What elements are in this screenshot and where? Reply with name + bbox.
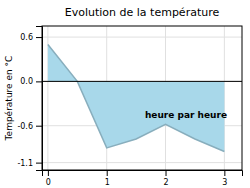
axis-line bbox=[36, 27, 43, 171]
x-label: heure par heure bbox=[145, 110, 227, 120]
tick-label: 1 bbox=[105, 178, 110, 187]
tick-mark bbox=[107, 170, 108, 176]
tick-label: 0 bbox=[46, 178, 51, 187]
tick-mark bbox=[36, 163, 42, 164]
tick: 0.0 bbox=[20, 77, 42, 86]
tick-label: -1.1 bbox=[17, 159, 33, 168]
grid-line bbox=[42, 37, 242, 38]
x-axis: 0 1 2 3 bbox=[43, 170, 243, 187]
tick: -0.6 bbox=[17, 122, 42, 131]
tick-label: 3 bbox=[222, 178, 227, 187]
grid bbox=[42, 26, 242, 170]
plot: 0 1 2 3 -1.1 -0.6 0.0 0.6 heure par heure bbox=[17, 26, 242, 187]
tick-label: 0.6 bbox=[20, 33, 33, 42]
tick-mark bbox=[36, 81, 42, 82]
tick-label: -0.6 bbox=[17, 122, 33, 131]
tick: 0 bbox=[46, 170, 51, 187]
chart: 0 1 2 3 -1.1 -0.6 0.0 0.6 heure par heure Evoluti… bbox=[0, 0, 250, 188]
y-axis: -1.1 -0.6 0.0 0.6 bbox=[17, 27, 42, 171]
tick-mark bbox=[166, 170, 167, 176]
tick-mark bbox=[36, 37, 42, 38]
plot-frame bbox=[42, 26, 242, 170]
grid-line bbox=[42, 81, 242, 82]
tick: 3 bbox=[222, 170, 227, 187]
tick: -1.1 bbox=[17, 159, 42, 168]
tick-label: 0.0 bbox=[20, 77, 33, 86]
tick-mark bbox=[224, 170, 225, 176]
area bbox=[48, 44, 224, 151]
tick: 1 bbox=[105, 170, 110, 187]
tick: 0.6 bbox=[20, 33, 42, 42]
grid-line bbox=[42, 162, 242, 163]
marks bbox=[48, 44, 224, 151]
tick-mark bbox=[48, 170, 49, 176]
tick-label: 2 bbox=[163, 178, 168, 187]
title: Evolution de la température bbox=[65, 6, 220, 19]
axis-line bbox=[43, 171, 243, 177]
zero-line bbox=[42, 81, 242, 82]
tick-mark bbox=[36, 126, 42, 127]
y-label: Température en °C bbox=[4, 56, 14, 142]
line bbox=[48, 44, 224, 151]
tick: 2 bbox=[163, 170, 168, 187]
